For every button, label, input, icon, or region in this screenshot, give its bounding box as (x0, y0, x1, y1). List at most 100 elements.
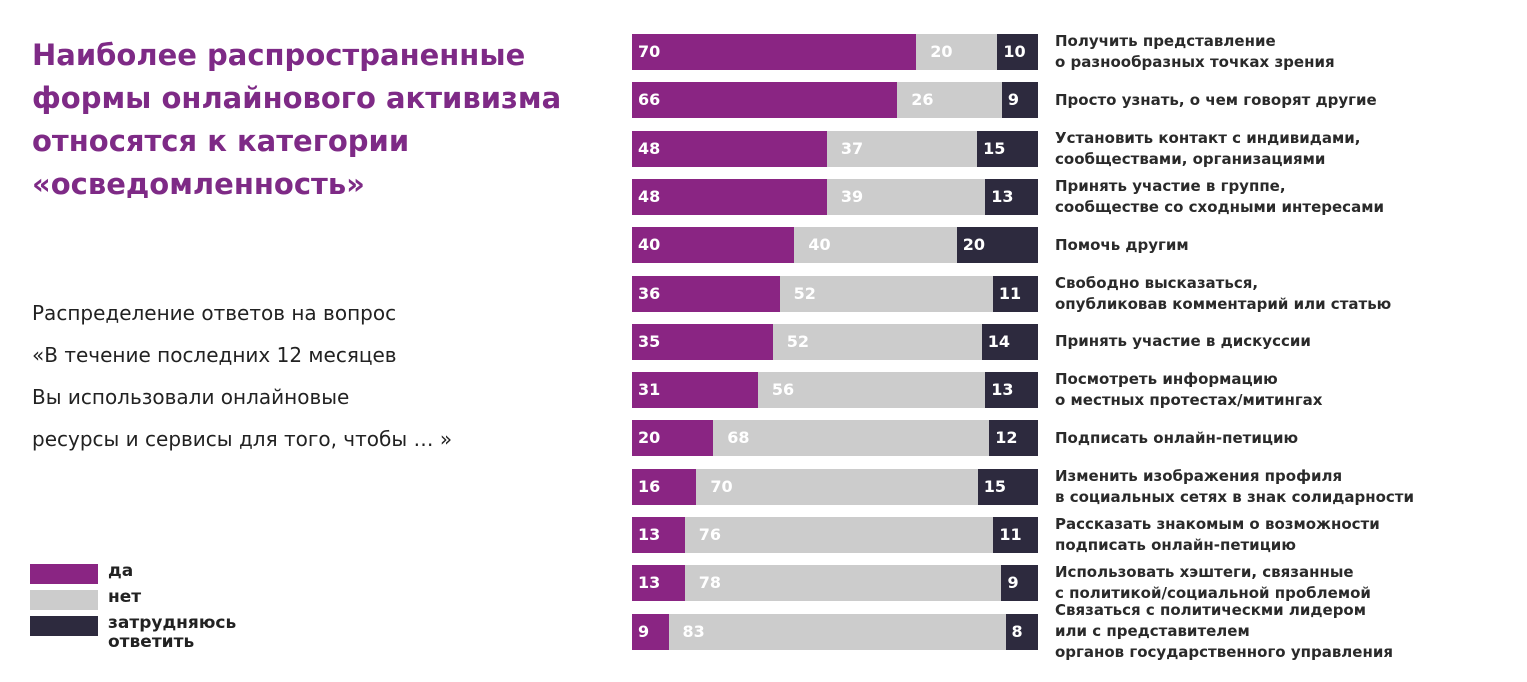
category-label: Принять участие в группе, сообществе со с… (1055, 176, 1384, 218)
bar-row: 36 52 11 (632, 275, 1038, 312)
category-label-line: Изменить изображения профиля (1055, 466, 1343, 485)
data-label: 48 (638, 186, 661, 206)
bar-segment-unsure: 13 (985, 372, 1038, 409)
bar-row: 70 20 10 (632, 34, 1038, 70)
subtitle-line: ресурсы и сервисы для того, чтобы … » (32, 427, 453, 451)
data-label: 12 (995, 428, 1018, 448)
bar-row: 20 68 12 (632, 420, 1038, 457)
bar-segment-no: 78 (684, 565, 1002, 602)
data-label: 78 (698, 573, 722, 593)
category-label-line: Подписать онлайн-петицию (1055, 428, 1299, 447)
bar-row: 66 26 9 (632, 82, 1038, 119)
data-label: 13 (638, 573, 661, 593)
bar-row: 16 70 15 (632, 468, 1038, 505)
data-label: 40 (808, 235, 831, 255)
data-label: 10 (1003, 42, 1026, 61)
bar-segment-yes: 66 (632, 82, 898, 119)
legend-item-no: нет (30, 588, 290, 614)
bar-segment-unsure: 9 (1001, 565, 1038, 602)
category-label-line: Принять участие в дискуссии (1055, 332, 1311, 351)
category-label: Принять участие в дискуссии (1055, 331, 1311, 352)
category-label-line: опубликовав комментарий или статью (1055, 294, 1392, 313)
category-label: Рассказать знакомым о возможности подписа… (1055, 514, 1380, 556)
bar-segment-no: 70 (696, 468, 978, 505)
category-label-line: или с представителем (1055, 622, 1250, 641)
title-line: относятся к категории (32, 124, 410, 158)
bar-segment-yes: 13 (632, 565, 685, 602)
category-label-line: Посмотреть информацию (1055, 370, 1278, 389)
category-label: Свободно высказаться, опубликовав коммент… (1055, 273, 1391, 315)
bar-row: 48 37 15 (632, 130, 1038, 167)
bar-segment-yes: 20 (632, 420, 714, 457)
legend-item-yes: да (30, 562, 290, 588)
chart-title: Наиболее распространенные формы онлайнов… (32, 34, 622, 206)
legend-label: да (108, 561, 134, 581)
legend-swatch-unsure (30, 616, 98, 636)
bar-row: 31 56 13 (632, 372, 1038, 409)
bar-row: 13 76 11 (632, 517, 1038, 553)
data-label: 11 (998, 283, 1022, 303)
bar-segment-unsure: 11 (993, 517, 1038, 553)
category-label-line: Свободно высказаться, (1055, 273, 1259, 292)
data-label: 20 (638, 428, 661, 448)
data-label: 48 (638, 138, 661, 158)
data-label: 15 (983, 138, 1006, 158)
data-label: 40 (638, 235, 661, 255)
bar-row: 13 78 9 (632, 565, 1038, 602)
subtitle-line: Распределение ответов на вопрос (32, 301, 397, 325)
category-label: Посмотреть информацию о местных протестах… (1055, 369, 1322, 411)
data-label: 9 (1007, 573, 1019, 593)
data-label: 11 (999, 525, 1022, 544)
legend-swatch-yes (30, 564, 98, 584)
category-label: Изменить изображения профиля в социальных… (1055, 466, 1414, 508)
data-label: 14 (987, 331, 1010, 351)
category-label-line: в социальных сетях в знак солидарности (1055, 487, 1414, 506)
subtitle-line: Вы использовали онлайновые (32, 385, 350, 409)
data-label: 83 (682, 621, 705, 641)
data-label: 31 (638, 380, 661, 400)
data-label: 70 (710, 476, 733, 496)
bar-segment-unsure: 14 (981, 323, 1038, 360)
category-label-line: Помочь другим (1055, 235, 1189, 254)
legend-item-unsure: затрудняюсь ответить (30, 614, 290, 652)
data-label: 68 (727, 428, 750, 448)
bar-segment-yes: 48 (632, 130, 827, 167)
category-label-line: Принять участие в группе, (1055, 176, 1286, 195)
bar-segment-unsure: 8 (1005, 613, 1038, 650)
data-label: 16 (638, 476, 661, 496)
category-label: Получить представление о разнообразных то… (1055, 31, 1335, 73)
data-label: 52 (786, 331, 809, 351)
category-label: Просто узнать, о чем говорят другие (1055, 90, 1377, 111)
data-label: 15 (983, 476, 1006, 496)
bar-segment-no: 83 (668, 613, 1006, 650)
bar-segment-no: 52 (779, 275, 993, 312)
bar-segment-yes: 16 (632, 468, 697, 505)
data-label: 76 (698, 525, 722, 544)
data-label: 20 (962, 235, 986, 255)
category-label-line: органов государственного управления (1055, 643, 1393, 662)
category-label-line: Использовать хэштеги, связанные (1055, 563, 1354, 582)
title-line: формы онлайнового активизма (32, 81, 562, 115)
bar-row: 9 83 8 (632, 613, 1038, 650)
data-label: 8 (1011, 621, 1023, 641)
legend-label: нет (108, 587, 142, 607)
bar-segment-unsure: 9 (1001, 82, 1038, 119)
data-label: 13 (638, 525, 661, 544)
data-label: 9 (638, 621, 650, 641)
category-label-line: подписать онлайн-петицию (1055, 536, 1296, 554)
bar-segment-unsure: 15 (977, 468, 1038, 505)
data-label: 70 (638, 42, 661, 61)
bar-segment-yes: 70 (632, 34, 917, 70)
category-label: Подписать онлайн-петицию (1055, 428, 1298, 449)
category-label: Связаться с политическми лидером или с пр… (1055, 600, 1393, 663)
chart-subtitle: Распределение ответов на вопрос «В течен… (32, 292, 452, 460)
bar-segment-unsure: 13 (985, 178, 1038, 215)
category-label: Помочь другим (1055, 235, 1189, 256)
bar-segment-no: 56 (757, 372, 986, 409)
data-label: 20 (930, 42, 953, 61)
category-label-line: Установить контакт с индивидами, (1055, 128, 1361, 147)
bar-segment-unsure: 10 (997, 34, 1038, 70)
category-label: Использовать хэштеги, связанные с политик… (1055, 562, 1371, 604)
bar-segment-yes: 9 (632, 613, 669, 650)
data-label: 13 (991, 186, 1014, 206)
